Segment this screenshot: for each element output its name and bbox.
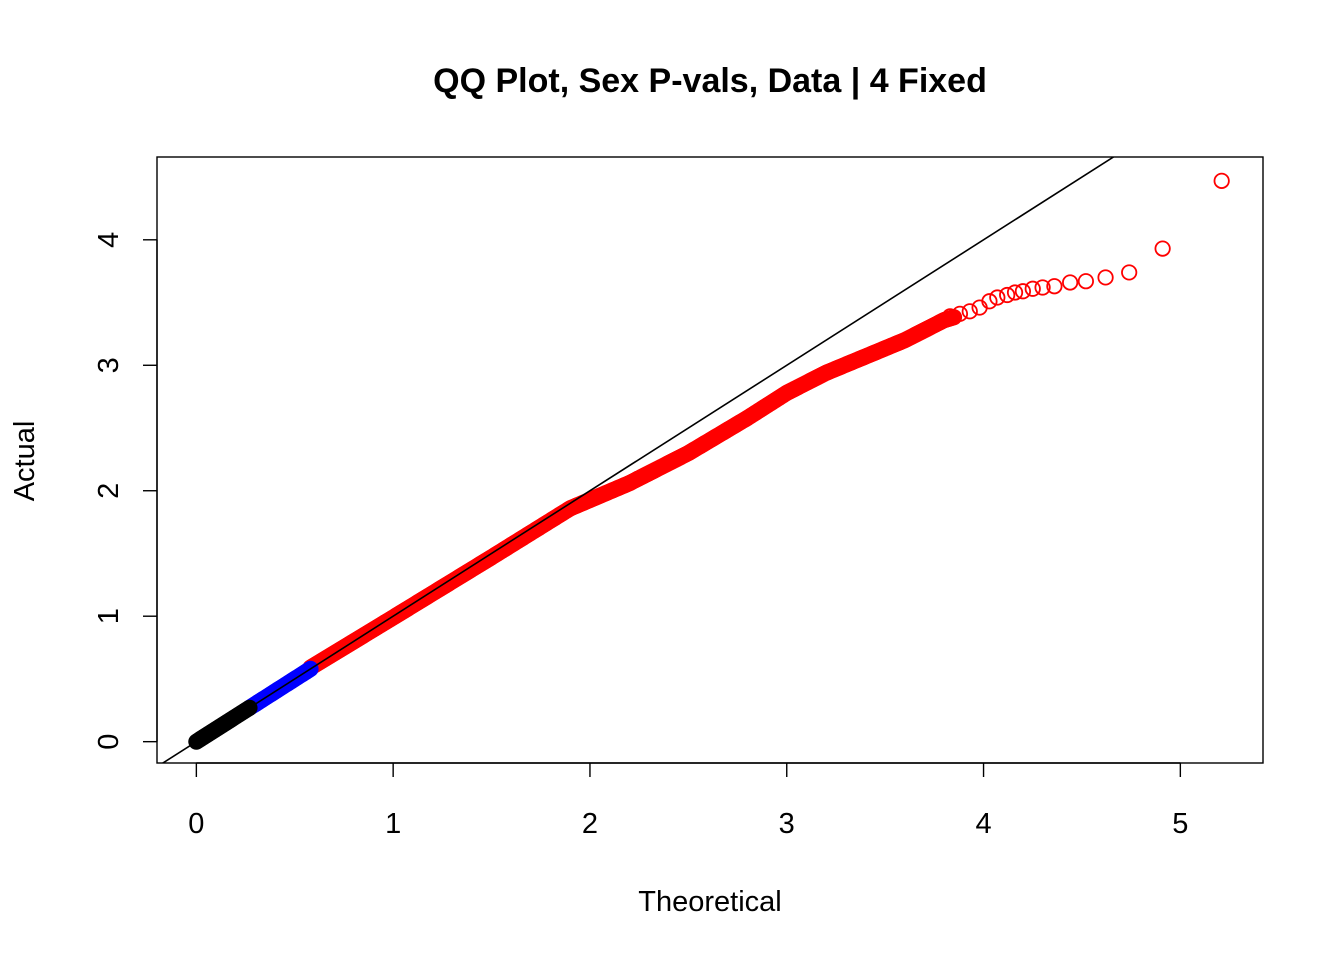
y-tick-label: 4 [93,232,125,248]
x-tick-label: 0 [188,808,204,840]
red-tail-point [1046,278,1063,295]
red-tail-point [1077,273,1094,290]
y-tick-label: 1 [93,608,125,624]
x-tick-label: 5 [1172,808,1188,840]
red-tail-point [989,289,1006,306]
red-tail-point [951,305,969,322]
x-tick-label: 2 [582,808,598,840]
y-tick-label: 3 [93,357,125,373]
x-tick-label: 4 [975,808,991,840]
y-tick-label: 0 [93,734,125,750]
red-tail-point [981,293,998,310]
red-tail-point [1006,284,1024,301]
red-tail-point [1121,264,1138,281]
red-tail-point [1034,279,1051,296]
reference-line [161,157,1115,763]
x-tick-label: 3 [779,808,795,840]
red-tail-point [1014,283,1032,300]
red-tail-point [961,303,978,320]
x-axis: 0 1 2 3 4 5 [188,762,1188,840]
red-tail-point [941,308,959,325]
tail-layer [941,172,1230,325]
red-tail-point [1213,172,1230,189]
y-axis-title: Actual [9,421,41,502]
chart-title: QQ Plot, Sex P-vals, Data | 4 Fixed [433,62,987,100]
red-tail-point [1024,280,1041,297]
red-tail-point [1154,240,1171,257]
data-layer [161,157,1115,763]
y-tick-label: 2 [93,483,125,499]
x-tick-label: 1 [385,808,401,840]
red-tail-point [999,286,1016,304]
x-axis-title: Theoretical [638,886,781,918]
y-axis: 0 1 2 3 4 [93,232,158,750]
plot-frame [156,156,1264,764]
red-tail-point [1062,274,1079,291]
red-tail-point [1097,269,1114,286]
